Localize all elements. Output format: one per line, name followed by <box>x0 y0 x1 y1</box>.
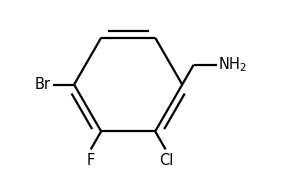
Text: F: F <box>87 153 95 168</box>
Text: Br: Br <box>34 77 50 92</box>
Text: Cl: Cl <box>159 153 174 168</box>
Text: NH$_2$: NH$_2$ <box>218 55 247 74</box>
